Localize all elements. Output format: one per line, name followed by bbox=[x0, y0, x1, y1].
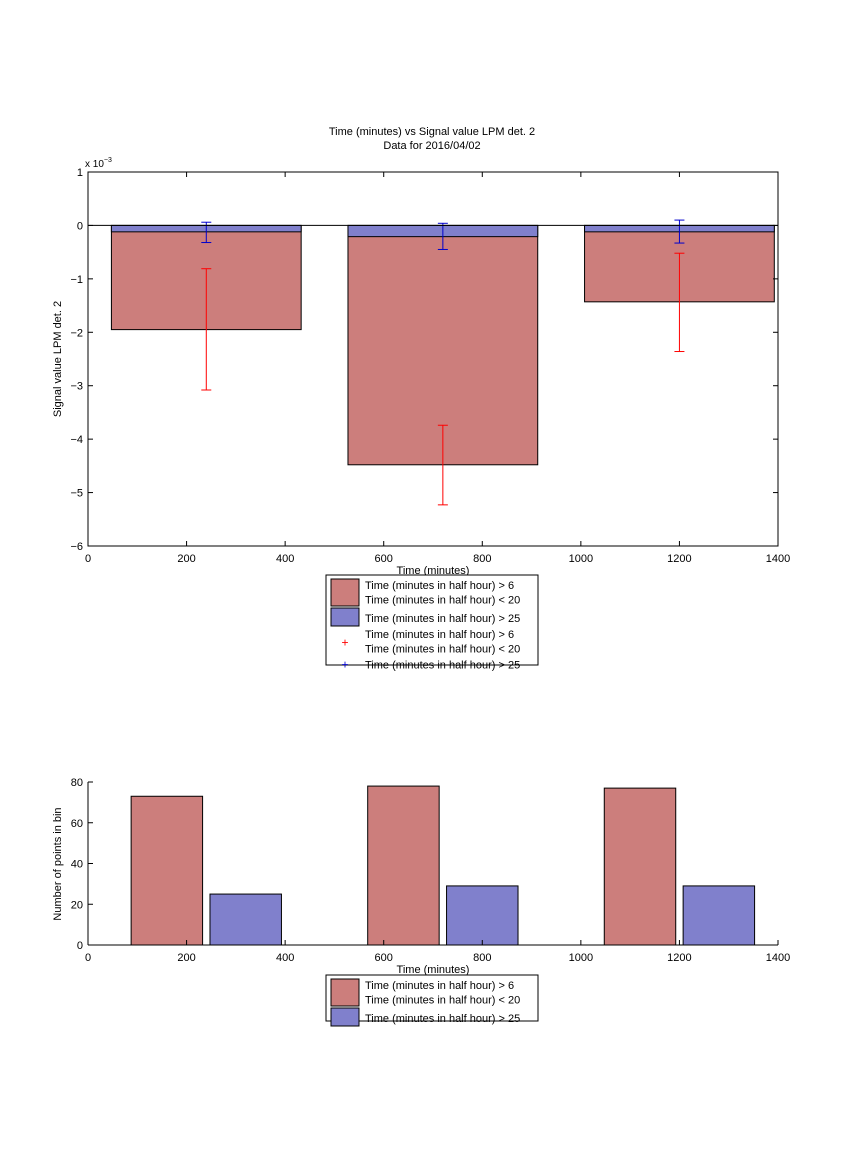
bar-red bbox=[603, 787, 677, 946]
bar-blue bbox=[682, 885, 756, 946]
plot-frame bbox=[87, 171, 779, 547]
bar-red bbox=[130, 795, 204, 946]
x-tick-label: 800 bbox=[473, 553, 491, 565]
x-tick-label: 400 bbox=[276, 553, 294, 565]
y-tick-label: −1 bbox=[70, 274, 83, 286]
legend-swatch bbox=[330, 607, 360, 627]
legend-label: Time (minutes in half hour) < 20 bbox=[365, 644, 520, 656]
x-tick-label: 1400 bbox=[766, 952, 790, 964]
x-tick-label: 200 bbox=[177, 952, 195, 964]
x-tick-label: 200 bbox=[177, 553, 195, 565]
legend-swatch bbox=[330, 578, 360, 607]
legend-swatch bbox=[330, 978, 360, 1007]
x-tick-label: 1000 bbox=[569, 553, 593, 565]
y-tick-label: −6 bbox=[70, 541, 83, 553]
legend-label: Time (minutes in half hour) > 6 bbox=[365, 580, 514, 592]
y-tick-label: 20 bbox=[71, 899, 83, 911]
y-tick-label: −5 bbox=[70, 488, 83, 500]
y-tick-label: −4 bbox=[70, 434, 83, 446]
axes bbox=[87, 171, 779, 547]
legend-box bbox=[325, 974, 539, 1022]
x-tick-label: 1200 bbox=[667, 553, 691, 565]
y-tick-label: 0 bbox=[77, 220, 83, 232]
y-tick-label: −2 bbox=[70, 327, 83, 339]
bar-group bbox=[130, 785, 756, 946]
y-tick-label: −3 bbox=[70, 381, 83, 393]
legend-label: Time (minutes in half hour) < 20 bbox=[365, 595, 520, 607]
x-tick-label: 0 bbox=[85, 553, 91, 565]
y-axis-label: Signal value LPM det. 2 bbox=[52, 301, 64, 417]
chart-title: Time (minutes) vs Signal value LPM det. … bbox=[329, 126, 535, 138]
x-tick-label: 600 bbox=[375, 553, 393, 565]
legend-label: Time (minutes in half hour) > 25 bbox=[365, 613, 520, 625]
legend-label: Time (minutes in half hour) > 25 bbox=[365, 659, 520, 671]
x-tick-label: 600 bbox=[375, 952, 393, 964]
x-tick-label: 400 bbox=[276, 952, 294, 964]
bar-red bbox=[367, 785, 440, 946]
legend: Time (minutes in half hour) > 6 Time (min… bbox=[325, 574, 539, 671]
y-tick-label: 40 bbox=[71, 859, 83, 871]
legend-marker: + bbox=[341, 657, 348, 671]
x-tick-label: 1200 bbox=[667, 952, 691, 964]
bar-blue bbox=[446, 885, 519, 946]
legend-swatch bbox=[330, 1007, 360, 1027]
y-tick-label: 0 bbox=[77, 940, 83, 952]
legend-label: Time (minutes in half hour) > 6 bbox=[365, 629, 514, 641]
y-axis-label: Number of points in bin bbox=[52, 807, 64, 920]
legend-label: Time (minutes in half hour) > 25 bbox=[365, 1013, 520, 1025]
legend-label: Time (minutes in half hour) < 20 bbox=[365, 995, 520, 1007]
bar-blue bbox=[209, 893, 282, 946]
legend-box bbox=[325, 574, 539, 666]
axis-ticks: 0 200 400 600 800 1000 1200 1400 1 0 −1 −2 −3 −4 −5 −6 bbox=[70, 167, 790, 565]
x-tick-label: 1000 bbox=[569, 952, 593, 964]
legend: Time (minutes in half hour) > 6 Time (min… bbox=[325, 974, 539, 1027]
signal-chart: Time (minutes) vs Signal value LPM det. … bbox=[52, 126, 790, 671]
legend-marker: + bbox=[341, 636, 348, 650]
y-exponent-label: x 10−3 bbox=[85, 157, 112, 170]
y-tick-label: 80 bbox=[71, 777, 83, 789]
x-tick-label: 1400 bbox=[766, 553, 790, 565]
x-tick-label: 0 bbox=[85, 952, 91, 964]
y-tick-label: 60 bbox=[71, 818, 83, 830]
error-bar-group bbox=[201, 219, 685, 506]
legend-label: Time (minutes in half hour) > 6 bbox=[365, 980, 514, 992]
y-tick-label: 1 bbox=[77, 167, 83, 179]
x-tick-label: 800 bbox=[473, 952, 491, 964]
x-axis-label: Time (minutes) bbox=[397, 964, 470, 976]
chart-subtitle: Data for 2016/04/02 bbox=[383, 140, 480, 152]
x-axis-label: Time (minutes) bbox=[397, 565, 470, 577]
